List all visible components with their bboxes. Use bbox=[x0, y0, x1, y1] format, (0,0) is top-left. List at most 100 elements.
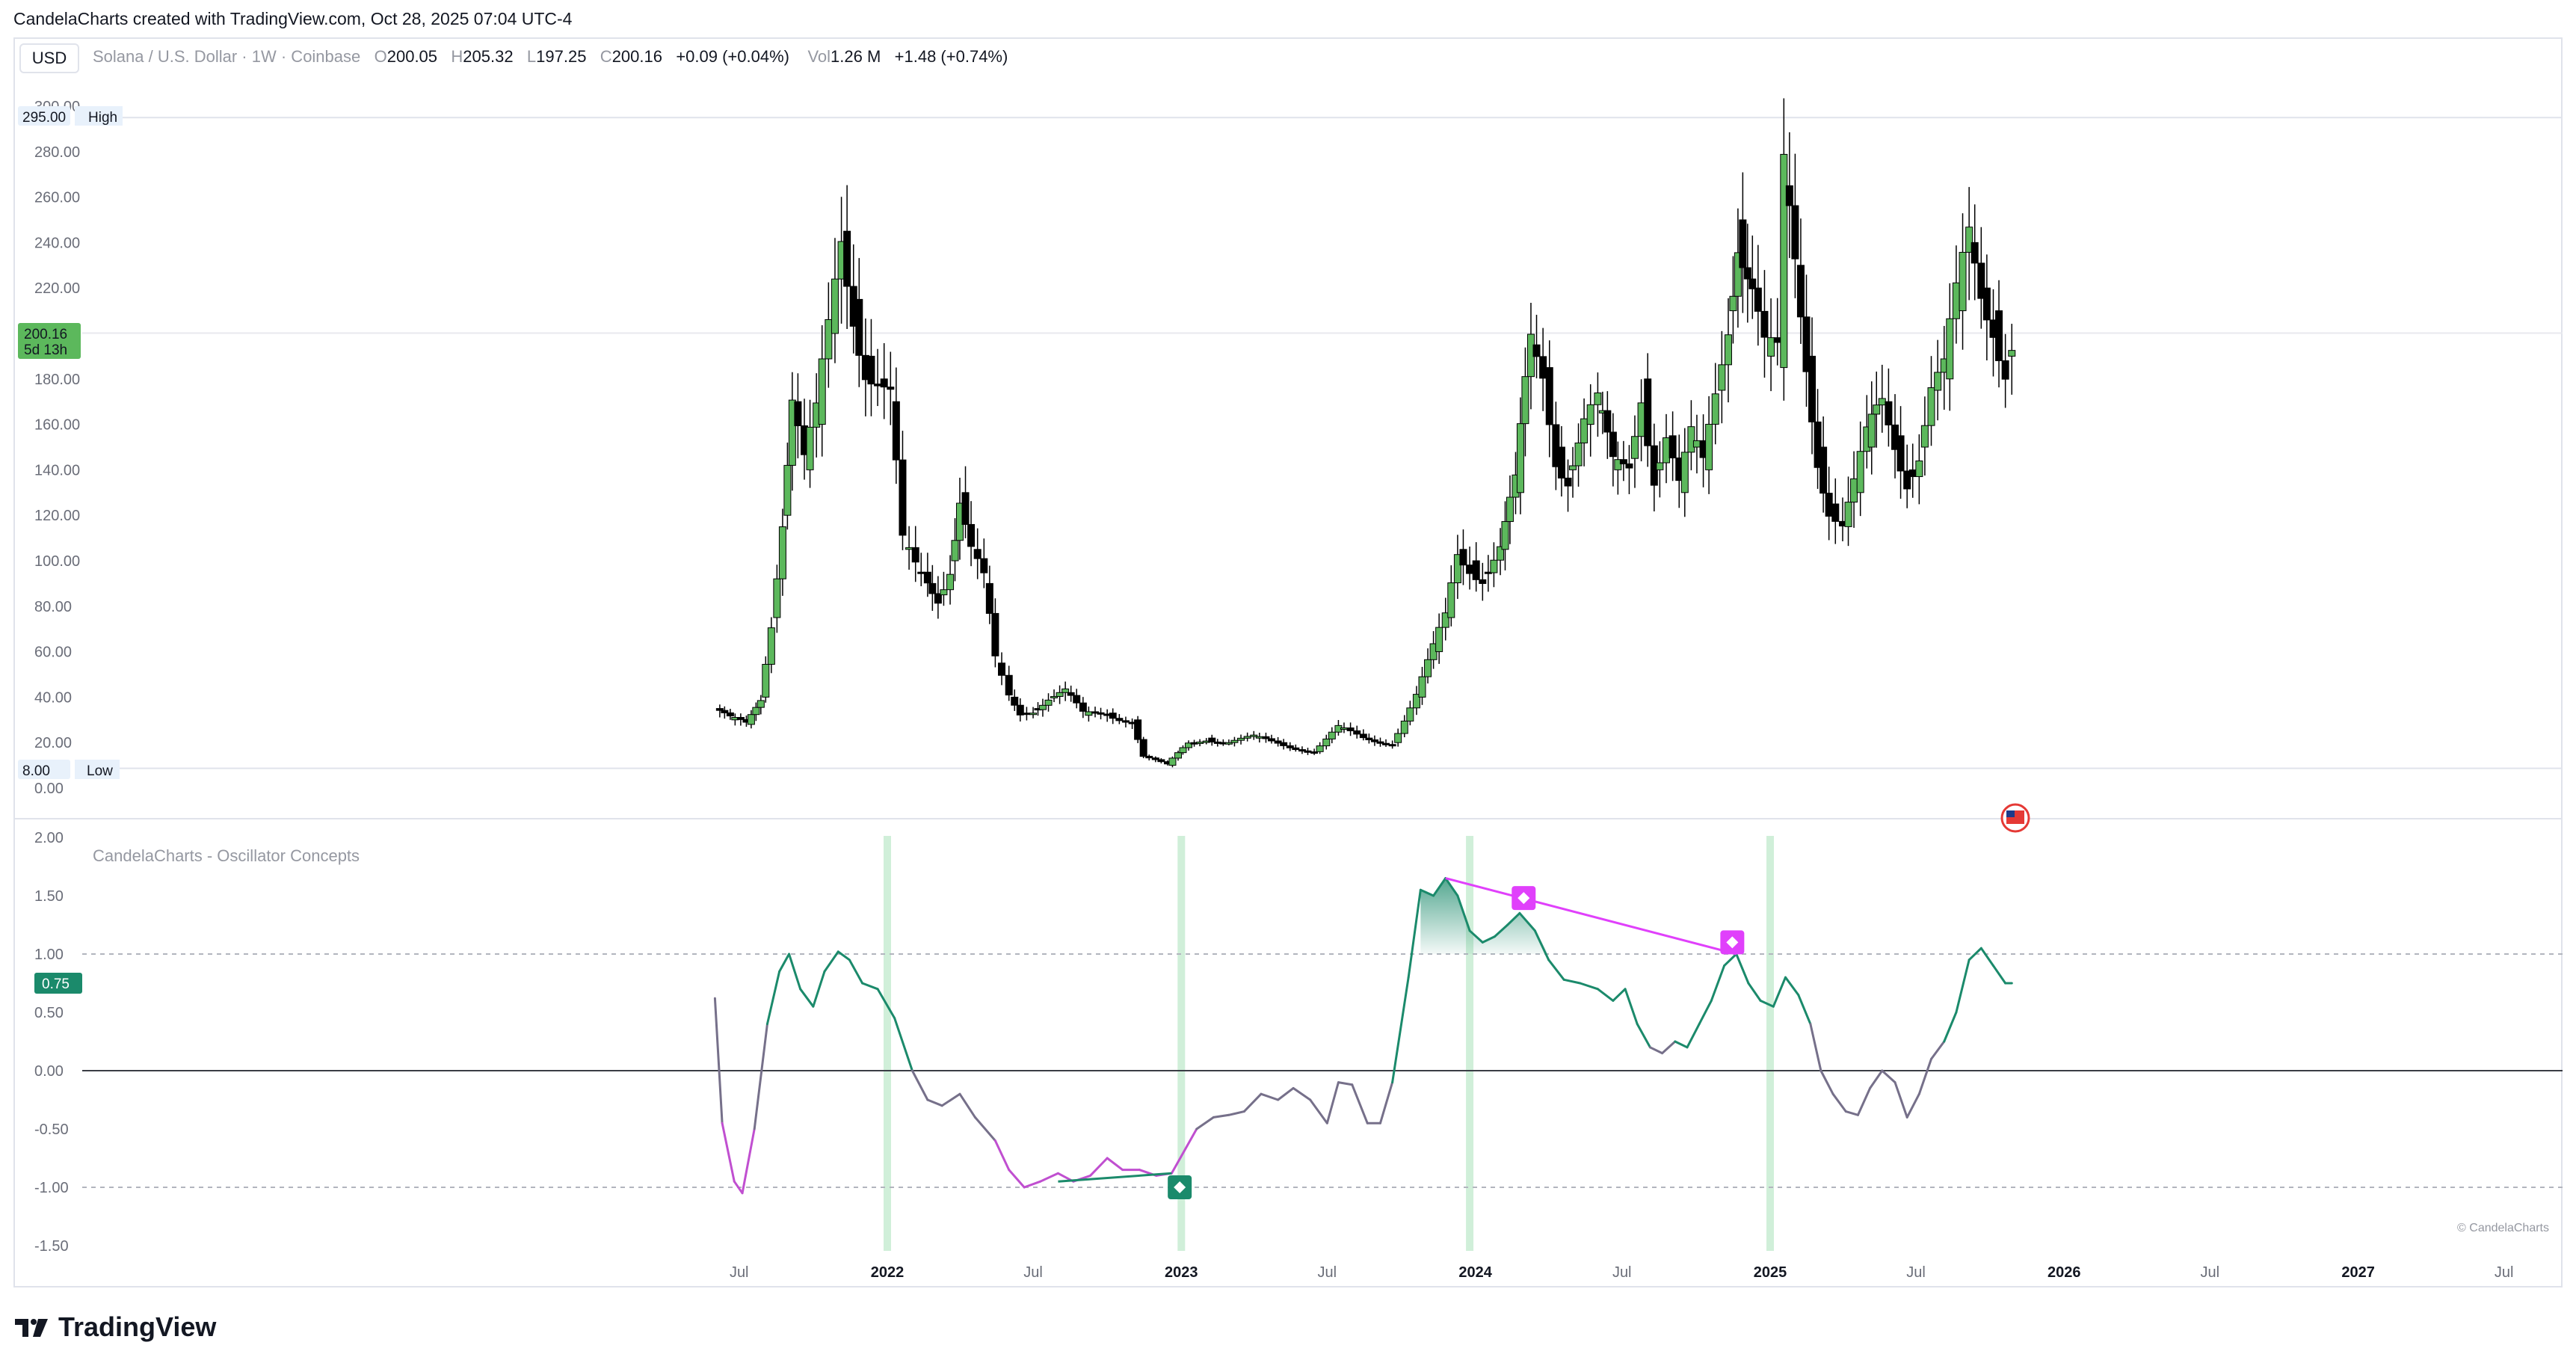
candle bbox=[1224, 739, 1233, 745]
time-axis-tick: 2022 bbox=[871, 1264, 905, 1281]
candle bbox=[928, 564, 937, 611]
candle bbox=[1586, 384, 1594, 457]
candle bbox=[1044, 693, 1053, 712]
candle bbox=[1005, 665, 1013, 701]
oscillator-segment bbox=[1292, 1086, 1312, 1101]
candle bbox=[998, 652, 1006, 686]
candle-body bbox=[1394, 733, 1402, 743]
high-price-tag-bg bbox=[18, 106, 70, 126]
osc-axis-tick: -0.50 bbox=[34, 1122, 69, 1138]
candle-body bbox=[928, 582, 937, 594]
candle bbox=[1243, 732, 1251, 742]
candle-body bbox=[1044, 699, 1053, 706]
oscillator-segment bbox=[1227, 1110, 1245, 1116]
candle-body bbox=[1359, 733, 1367, 739]
last-price-bg bbox=[18, 323, 81, 359]
candle-body bbox=[1767, 337, 1775, 357]
candle-body bbox=[1630, 436, 1639, 459]
candle bbox=[831, 238, 839, 363]
candle bbox=[1580, 398, 1589, 467]
candle bbox=[1262, 732, 1270, 743]
candle-body bbox=[985, 582, 993, 614]
bearish-divergence-marker[interactable] bbox=[1720, 930, 1745, 955]
candle bbox=[1447, 565, 1455, 627]
time-axis-tick: 2023 bbox=[1165, 1264, 1198, 1281]
candle-body bbox=[1878, 398, 1886, 406]
low-price-tag-bg bbox=[18, 760, 70, 779]
currency-button[interactable]: USD bbox=[19, 43, 79, 73]
candle bbox=[1619, 440, 1627, 482]
candle-body bbox=[1934, 372, 1942, 391]
high-tag-label: High bbox=[88, 110, 117, 126]
candle-body bbox=[1250, 734, 1258, 737]
candle-body bbox=[1346, 727, 1355, 731]
oscillator-segment bbox=[1674, 1040, 1689, 1049]
candle bbox=[1073, 689, 1081, 709]
candle-body bbox=[1885, 401, 1893, 425]
oscillator-segment bbox=[876, 988, 896, 1020]
candle-body bbox=[1328, 731, 1336, 739]
candle-body bbox=[1298, 749, 1306, 752]
price-axis-tick: 160.00 bbox=[34, 417, 80, 434]
candle-body bbox=[1157, 759, 1165, 763]
high-tag-label-bg bbox=[75, 106, 123, 126]
osc-value-text: 0.75 bbox=[42, 976, 70, 992]
oscillator-segment bbox=[812, 970, 826, 1008]
tradingview-logo[interactable]: TradingView bbox=[13, 1311, 216, 1343]
candle bbox=[1982, 254, 1991, 361]
candle bbox=[1274, 736, 1282, 747]
bullish-divergence-marker[interactable] bbox=[1168, 1175, 1192, 1199]
candle-body bbox=[1365, 737, 1373, 741]
candle bbox=[783, 442, 792, 530]
candle-body bbox=[1121, 720, 1130, 723]
candle bbox=[1506, 475, 1514, 544]
candle bbox=[1908, 443, 1917, 498]
time-axis-tick: Jul bbox=[1023, 1264, 1043, 1281]
candle bbox=[1310, 748, 1319, 755]
low-tag-label-bg bbox=[75, 760, 120, 779]
candle bbox=[1424, 648, 1432, 684]
candle bbox=[2008, 324, 2016, 395]
candle bbox=[934, 576, 942, 619]
candle-body bbox=[1085, 711, 1093, 716]
candle bbox=[788, 372, 796, 491]
candle bbox=[887, 351, 895, 425]
us-event-flag-icon[interactable] bbox=[2000, 803, 2030, 833]
close-key: C bbox=[600, 47, 612, 66]
oscillator-segment bbox=[1337, 1081, 1354, 1086]
candle-body bbox=[1982, 287, 1991, 321]
oscillator-segment bbox=[1747, 982, 1762, 1002]
candle-body bbox=[1115, 718, 1124, 722]
candle bbox=[880, 342, 888, 419]
candle-body bbox=[1376, 741, 1384, 744]
oscillator-segment bbox=[1979, 947, 1994, 967]
candle bbox=[1780, 98, 1788, 401]
candle bbox=[855, 258, 863, 387]
candle-body bbox=[1814, 421, 1822, 468]
candle-body bbox=[1179, 747, 1187, 754]
oscillator-segment bbox=[1596, 988, 1615, 1002]
candle-body bbox=[1791, 205, 1799, 259]
candle-body bbox=[1424, 659, 1432, 677]
candle bbox=[1501, 501, 1509, 570]
candle bbox=[1785, 132, 1793, 259]
candle bbox=[1564, 459, 1572, 512]
candle-body bbox=[1340, 727, 1348, 730]
last-price-value: 200.16 bbox=[24, 327, 67, 342]
candle bbox=[1011, 689, 1019, 711]
candle-body bbox=[1050, 695, 1059, 698]
candle-body bbox=[874, 384, 882, 387]
candle bbox=[1298, 746, 1306, 754]
bearish-divergence-marker[interactable] bbox=[1512, 886, 1536, 911]
low-price-tag: 8.00 bbox=[18, 760, 70, 779]
candle-body bbox=[1532, 344, 1541, 357]
candle bbox=[980, 538, 988, 588]
candle bbox=[1394, 728, 1402, 747]
candle bbox=[1878, 364, 1886, 433]
oscillator-segment bbox=[1648, 1046, 1664, 1055]
candle bbox=[911, 526, 919, 582]
candle-body bbox=[1711, 393, 1719, 425]
candle-body bbox=[1995, 310, 2003, 361]
high-price-tag-text: 295.00 bbox=[22, 110, 66, 126]
